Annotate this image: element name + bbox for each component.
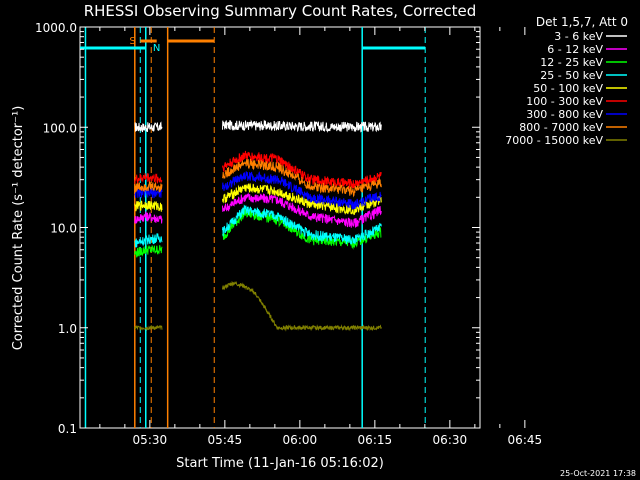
series-800-to-7000keV [134, 158, 382, 198]
plot-area: SN [79, 26, 481, 429]
x-tick-label: 06:30 [433, 433, 468, 447]
series-line [222, 158, 382, 198]
series-25-to-50keV [134, 204, 382, 248]
series-line [134, 200, 163, 212]
x-axis-label: Start Time (11-Jan-16 05:16:02) [176, 456, 384, 471]
series-line [134, 233, 163, 248]
legend-label: 800 - 7000 keV [519, 121, 603, 134]
series-line [134, 121, 163, 133]
legend-label: 300 - 800 keV [526, 108, 603, 121]
series-7000-to-15000keV [134, 280, 382, 332]
series-line [222, 150, 382, 189]
legend-label: 25 - 50 keV [540, 69, 603, 82]
chart-title: RHESSI Observing Summary Count Rates, Co… [84, 2, 477, 20]
series-line [222, 119, 382, 133]
series-6-to-12keV [134, 192, 382, 228]
series-line [134, 244, 163, 258]
series-100-to-300keV [134, 150, 382, 189]
series-3-to-6keV [134, 119, 382, 133]
y-tick-label: 1000.0 [35, 21, 77, 35]
x-tick-label: 05:30 [133, 433, 168, 447]
legend-label: 12 - 25 keV [540, 56, 603, 69]
x-tick-label: 05:45 [208, 433, 243, 447]
x-tick-label: 06:45 [508, 433, 543, 447]
legend-label: 6 - 12 keV [547, 43, 603, 56]
saa-label: S [129, 36, 135, 47]
y-tick-label: 0.1 [58, 422, 77, 436]
y-tick-label: 1.0 [58, 322, 77, 336]
night-label: N [153, 43, 160, 54]
series-line [222, 171, 382, 210]
x-tick-label: 06:15 [358, 433, 393, 447]
x-tick-label: 06:00 [283, 433, 318, 447]
footer-timestamp: 25-Oct-2021 17:38 [560, 469, 636, 478]
legend-label: 100 - 300 keV [526, 95, 603, 108]
legend-title: Det 1,5,7, Att 0 [536, 15, 628, 29]
y-tick-label: 100.0 [43, 121, 77, 135]
series-line [134, 173, 163, 185]
series-line [134, 324, 163, 332]
y-axis: 0.1 1.0 10.0 100.0 1000.0 [35, 21, 480, 436]
legend-label: 3 - 6 keV [554, 30, 603, 43]
legend-label: 50 - 100 keV [533, 82, 603, 95]
series-line [222, 204, 382, 245]
y-axis-label: Corrected Count Rate (s⁻¹ detector⁻¹) [11, 106, 26, 351]
series-line [134, 180, 163, 193]
series-line [134, 211, 163, 224]
series-line [222, 192, 382, 228]
y-tick-label: 10.0 [50, 222, 77, 236]
x-axis: 05:30 05:45 06:00 06:15 06:30 06:45 [99, 27, 543, 447]
legend-label: 7000 - 15000 keV [505, 134, 603, 147]
series-line [222, 280, 382, 332]
